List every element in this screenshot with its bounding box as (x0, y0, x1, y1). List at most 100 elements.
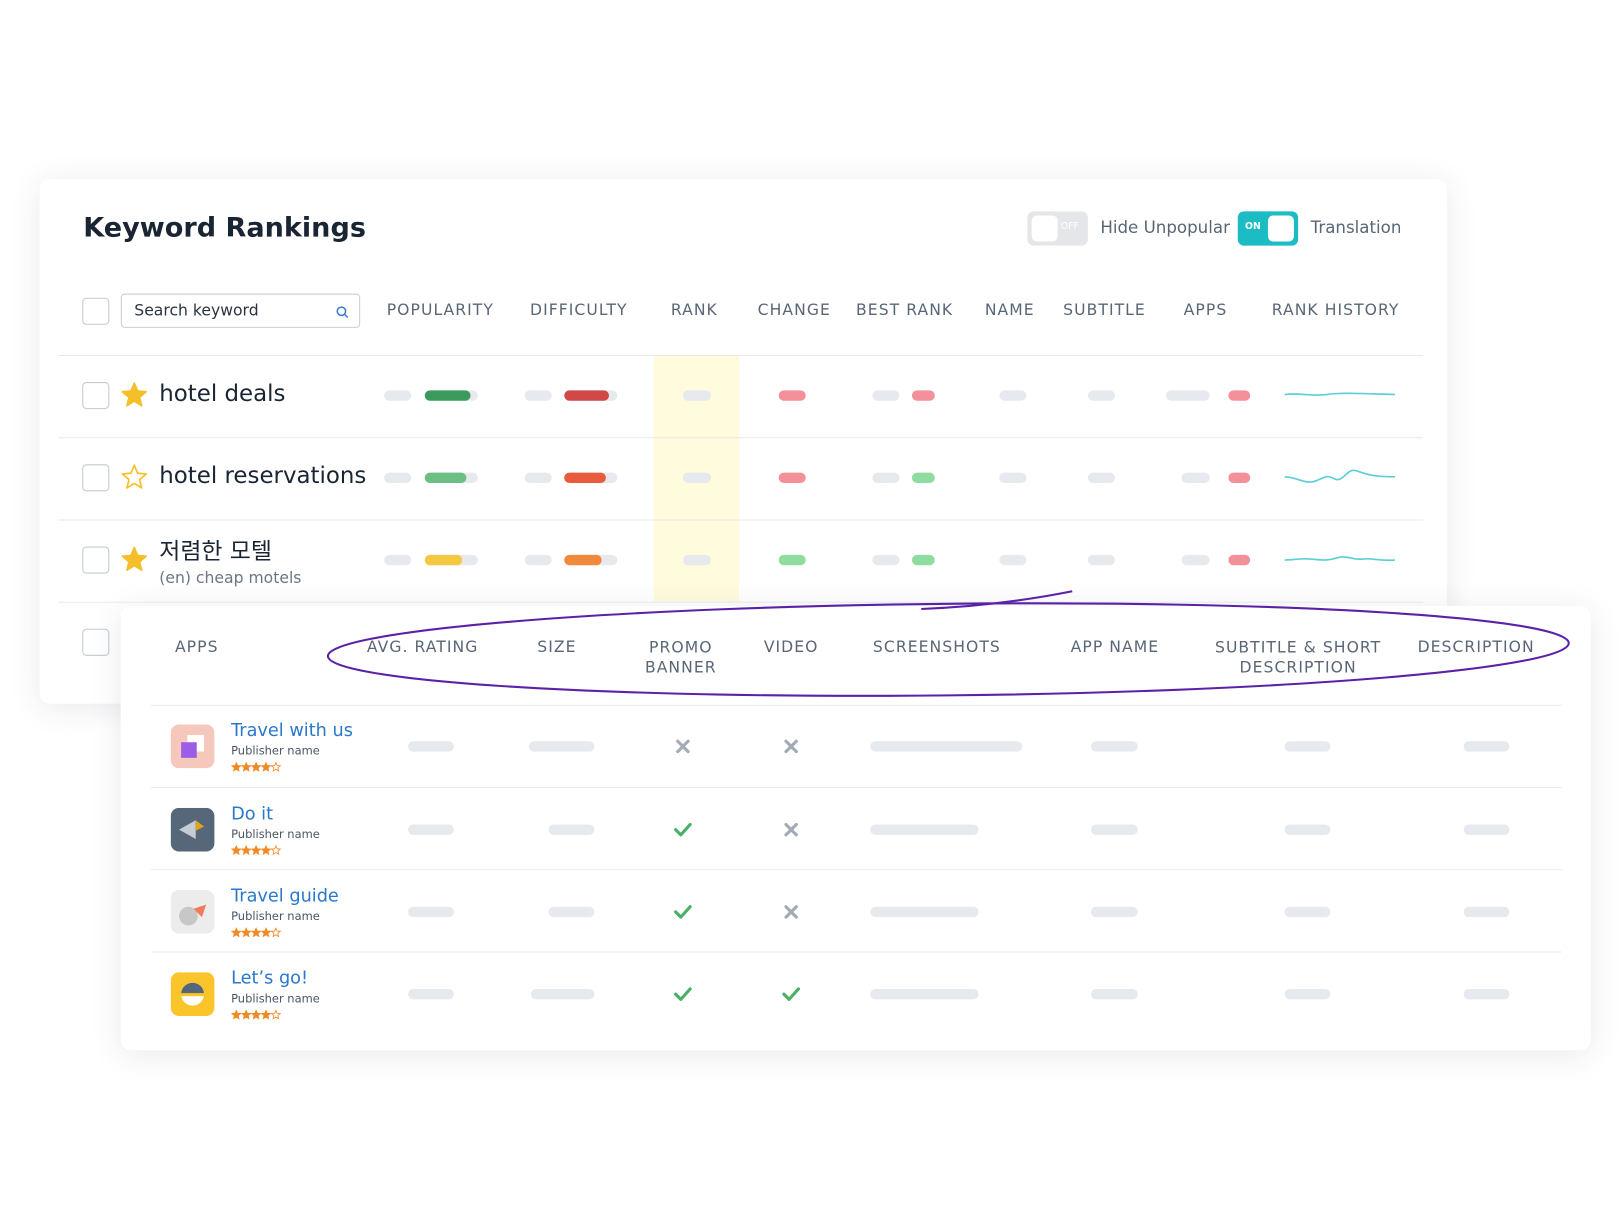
column-header: RANK HISTORY (1271, 300, 1400, 320)
rating-stars (231, 1009, 282, 1020)
placeholder-bar (1087, 390, 1115, 401)
row-separator (58, 437, 1424, 439)
rank-sparkline (1284, 556, 1395, 562)
publisher: Publisher name (231, 992, 320, 1006)
placeholder-bar (1090, 824, 1138, 835)
toggle-on[interactable]: ON (1237, 211, 1299, 246)
placeholder-bar (872, 554, 900, 566)
column-header: POPULARITY (386, 300, 494, 320)
app-name[interactable]: Do it (231, 803, 274, 825)
placeholder-bar (999, 472, 1027, 484)
placeholder-bar (1228, 554, 1251, 566)
keyword-translation: (en) cheap motels (159, 568, 302, 588)
cross-icon (784, 905, 798, 919)
placeholder-bar (1228, 390, 1251, 401)
column-header: APP NAME (1070, 637, 1160, 657)
placeholder-bar (1087, 472, 1115, 484)
placeholder-bar (1087, 554, 1115, 566)
row-separator (150, 786, 1562, 789)
app-icon (170, 972, 215, 1017)
check-icon (674, 905, 692, 919)
placeholder-bar (548, 906, 595, 918)
placeholder-bar (870, 906, 979, 918)
favorite-star[interactable] (120, 463, 149, 492)
placeholder-bar (1463, 988, 1510, 1000)
toggle-off[interactable]: OFF (1027, 211, 1088, 246)
toggle-label: Hide Unpopular (1100, 217, 1230, 238)
keyword: hotel deals (159, 381, 286, 408)
placeholder-bar (682, 554, 712, 566)
app-name[interactable]: Let’s go! (231, 968, 309, 989)
column-header: BEST RANK (856, 300, 954, 320)
toggle-label: Translation (1310, 217, 1402, 238)
check-icon (674, 987, 692, 1001)
placeholder-bar (424, 390, 471, 401)
app-name[interactable]: Travel guide (231, 885, 339, 907)
app-name[interactable]: Travel with us (231, 720, 353, 742)
search-placeholder: Search keyword (134, 300, 259, 320)
placeholder-bar (682, 472, 712, 484)
rating-stars (231, 845, 282, 856)
column-header: RANK (670, 300, 718, 320)
placeholder-bar (1228, 472, 1251, 484)
placeholder-bar (524, 554, 552, 566)
placeholder-bar (528, 741, 595, 752)
placeholder-bar (1463, 741, 1510, 752)
check-icon (674, 822, 692, 837)
publisher: Publisher name (231, 744, 320, 758)
placeholder-bar (1284, 824, 1331, 835)
column-header: CHANGE (757, 300, 831, 320)
placeholder-bar (1090, 988, 1138, 1000)
app-icon (170, 890, 215, 934)
cross-icon (784, 739, 798, 754)
rating-stars (231, 927, 282, 938)
app-icon (170, 807, 215, 852)
placeholder-bar (778, 390, 806, 401)
placeholder-bar (564, 554, 602, 566)
placeholder-bar (1090, 741, 1138, 752)
placeholder-bar (1284, 741, 1331, 752)
checkbox[interactable] (82, 382, 110, 410)
placeholder-bar (911, 472, 935, 484)
publisher: Publisher name (231, 827, 320, 842)
search-box[interactable]: Search keyword (120, 293, 361, 328)
placeholder-bar (1284, 906, 1331, 918)
checkbox[interactable] (82, 297, 110, 325)
placeholder-bar (530, 988, 595, 1000)
keyword: 저렴한 모텔 (159, 539, 272, 566)
placeholder-bar (911, 554, 935, 566)
placeholder-bar (424, 554, 463, 566)
checkbox[interactable] (82, 546, 110, 574)
row-separator (150, 704, 1562, 706)
column-header: AVG. RATING (366, 637, 479, 657)
publisher: Publisher name (231, 909, 320, 924)
placeholder-bar (1284, 988, 1331, 1000)
placeholder-bar (1181, 472, 1210, 484)
checkbox[interactable] (82, 464, 110, 492)
favorite-star[interactable] (120, 381, 149, 410)
toggle-knob (1267, 215, 1294, 242)
placeholder-bar (548, 824, 595, 835)
favorite-star[interactable] (120, 545, 149, 574)
placeholder-bar (1463, 824, 1510, 835)
app-icon (170, 724, 215, 769)
placeholder-bar (1463, 906, 1510, 918)
placeholder-bar (424, 472, 467, 484)
placeholder-bar (384, 390, 412, 401)
cross-icon (784, 822, 798, 837)
placeholder-bar (999, 554, 1027, 566)
placeholder-bar (999, 390, 1027, 401)
toggle-state: OFF (1060, 221, 1079, 233)
column-header: SUBTITLE (1063, 300, 1146, 320)
rank-sparkline (1284, 392, 1395, 396)
checkbox[interactable] (82, 628, 110, 656)
placeholder-bar (870, 741, 1023, 752)
placeholder-bar (778, 472, 806, 484)
placeholder-bar (870, 988, 979, 1000)
toggle-state: ON (1245, 221, 1261, 233)
row-separator (150, 951, 1562, 953)
title: Keyword Rankings (83, 212, 366, 244)
placeholder-bar (408, 906, 454, 918)
